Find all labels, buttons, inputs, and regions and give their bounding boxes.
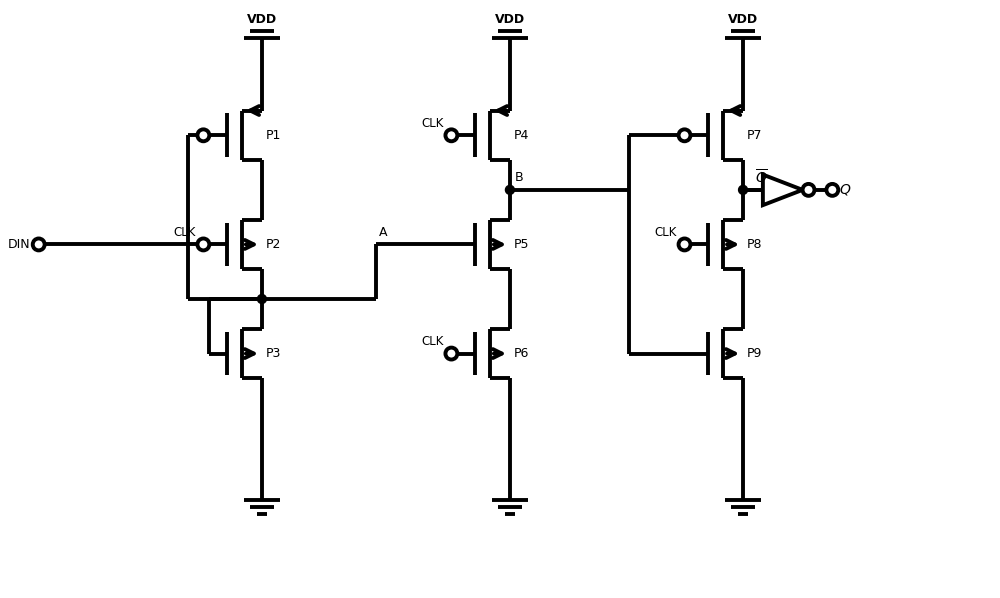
- Circle shape: [679, 239, 690, 251]
- Circle shape: [197, 239, 209, 251]
- Text: P9: P9: [747, 347, 762, 360]
- Text: Q: Q: [839, 183, 850, 197]
- Text: P4: P4: [514, 129, 529, 142]
- Text: CLK: CLK: [421, 335, 443, 348]
- Circle shape: [803, 184, 814, 196]
- Text: CLK: CLK: [654, 226, 677, 239]
- Text: P3: P3: [266, 347, 281, 360]
- Circle shape: [257, 295, 266, 303]
- Circle shape: [826, 184, 838, 196]
- Circle shape: [445, 347, 457, 359]
- Circle shape: [505, 185, 514, 194]
- Text: CLK: CLK: [173, 226, 195, 239]
- Text: VDD: VDD: [247, 13, 277, 26]
- Text: P2: P2: [266, 238, 281, 251]
- Text: VDD: VDD: [728, 13, 758, 26]
- Circle shape: [445, 129, 457, 141]
- Circle shape: [739, 185, 748, 194]
- Text: P5: P5: [514, 238, 529, 251]
- Text: $\overline{Q}$: $\overline{Q}$: [755, 167, 768, 187]
- Circle shape: [679, 129, 690, 141]
- Text: P8: P8: [747, 238, 763, 251]
- Text: P6: P6: [514, 347, 529, 360]
- Text: P1: P1: [266, 129, 281, 142]
- Text: VDD: VDD: [495, 13, 525, 26]
- Text: P7: P7: [747, 129, 763, 142]
- Text: DIN: DIN: [8, 238, 31, 251]
- Text: A: A: [379, 226, 387, 239]
- Circle shape: [197, 129, 209, 141]
- Circle shape: [33, 239, 45, 251]
- Text: CLK: CLK: [421, 117, 443, 130]
- Text: B: B: [515, 172, 524, 184]
